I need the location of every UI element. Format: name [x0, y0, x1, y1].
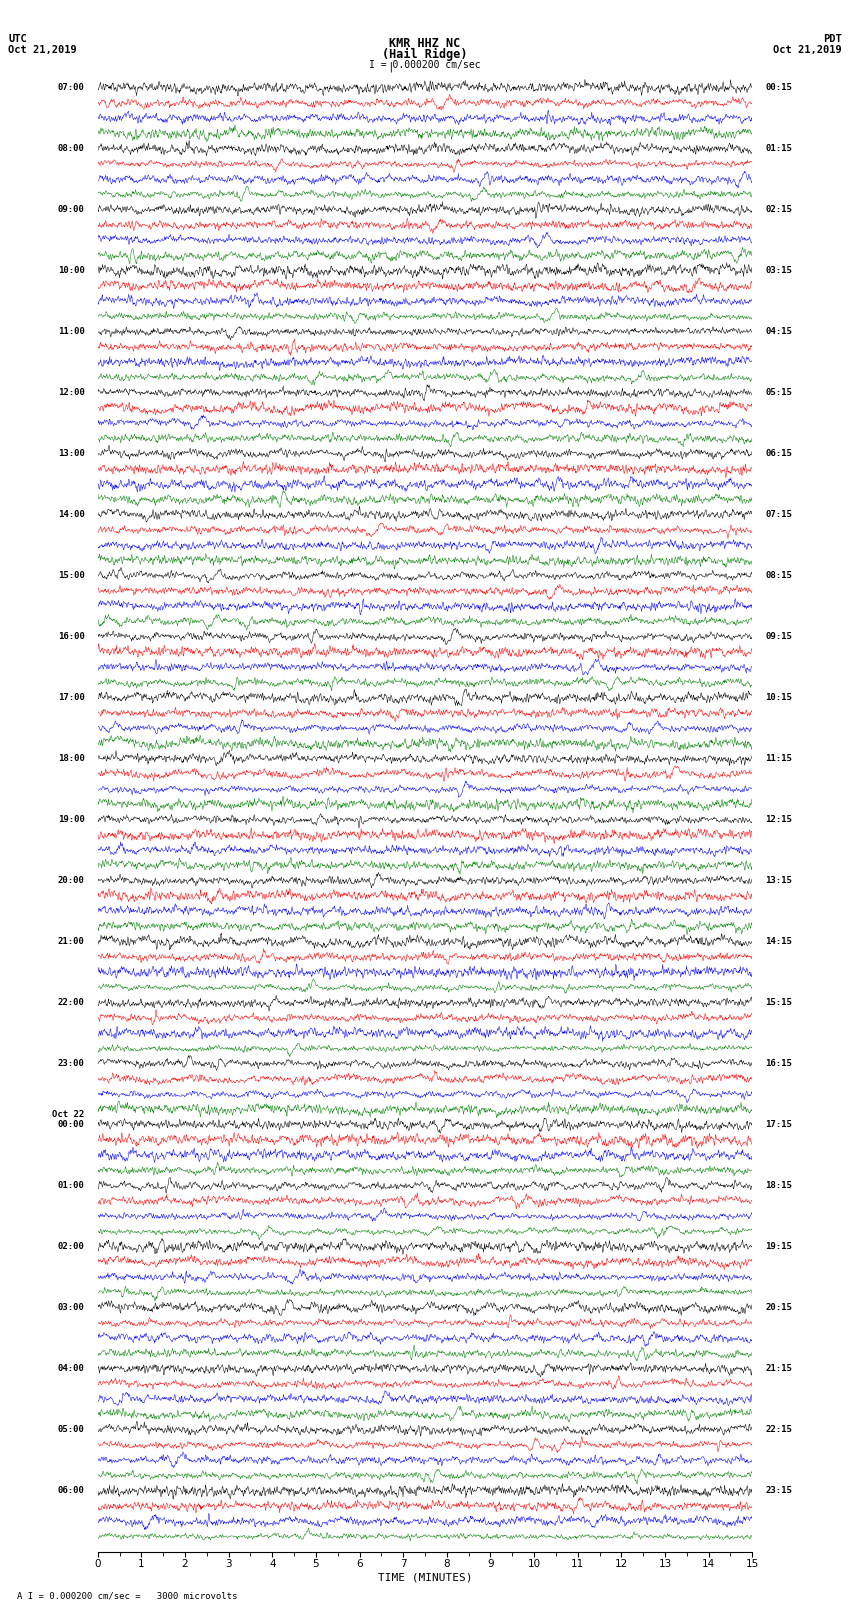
Text: 06:15: 06:15 — [765, 450, 792, 458]
Text: 01:15: 01:15 — [765, 144, 792, 153]
Text: 18:15: 18:15 — [765, 1181, 792, 1190]
Text: 09:15: 09:15 — [765, 632, 792, 642]
Text: 02:15: 02:15 — [765, 205, 792, 215]
Text: 22:00: 22:00 — [58, 998, 85, 1007]
Text: 12:15: 12:15 — [765, 815, 792, 824]
Text: 19:15: 19:15 — [765, 1242, 792, 1252]
Text: 11:15: 11:15 — [765, 755, 792, 763]
Text: 12:00: 12:00 — [58, 389, 85, 397]
Text: 19:00: 19:00 — [58, 815, 85, 824]
Text: 21:15: 21:15 — [765, 1365, 792, 1373]
Text: 09:00: 09:00 — [58, 205, 85, 215]
Text: 18:00: 18:00 — [58, 755, 85, 763]
Text: 15:00: 15:00 — [58, 571, 85, 581]
Text: 07:00: 07:00 — [58, 84, 85, 92]
Text: Oct 21,2019: Oct 21,2019 — [8, 45, 77, 55]
Text: 17:15: 17:15 — [765, 1121, 792, 1129]
Text: |: | — [388, 61, 394, 73]
Text: 17:00: 17:00 — [58, 694, 85, 702]
Text: Oct 21,2019: Oct 21,2019 — [773, 45, 842, 55]
Text: 04:00: 04:00 — [58, 1365, 85, 1373]
Text: KMR HHZ NC: KMR HHZ NC — [389, 37, 461, 50]
Text: 03:00: 03:00 — [58, 1303, 85, 1313]
X-axis label: TIME (MINUTES): TIME (MINUTES) — [377, 1573, 473, 1582]
Text: 14:00: 14:00 — [58, 510, 85, 519]
Text: 15:15: 15:15 — [765, 998, 792, 1007]
Text: 00:15: 00:15 — [765, 84, 792, 92]
Text: I = 0.000200 cm/sec: I = 0.000200 cm/sec — [369, 60, 481, 69]
Text: 06:00: 06:00 — [58, 1486, 85, 1495]
Text: 20:00: 20:00 — [58, 876, 85, 886]
Text: 08:15: 08:15 — [765, 571, 792, 581]
Text: 22:15: 22:15 — [765, 1426, 792, 1434]
Text: 04:15: 04:15 — [765, 327, 792, 337]
Text: 16:15: 16:15 — [765, 1060, 792, 1068]
Text: 01:00: 01:00 — [58, 1181, 85, 1190]
Text: 14:15: 14:15 — [765, 937, 792, 947]
Text: 23:15: 23:15 — [765, 1486, 792, 1495]
Text: 05:15: 05:15 — [765, 389, 792, 397]
Text: 10:00: 10:00 — [58, 266, 85, 276]
Text: 23:00: 23:00 — [58, 1060, 85, 1068]
Text: (Hail Ridge): (Hail Ridge) — [382, 48, 468, 61]
Text: 13:15: 13:15 — [765, 876, 792, 886]
Text: 00:00: 00:00 — [58, 1121, 85, 1129]
Text: A I = 0.000200 cm/sec =   3000 microvolts: A I = 0.000200 cm/sec = 3000 microvolts — [17, 1590, 237, 1600]
Text: 02:00: 02:00 — [58, 1242, 85, 1252]
Text: 20:15: 20:15 — [765, 1303, 792, 1313]
Text: 10:15: 10:15 — [765, 694, 792, 702]
Text: 05:00: 05:00 — [58, 1426, 85, 1434]
Text: UTC: UTC — [8, 34, 27, 44]
Text: 07:15: 07:15 — [765, 510, 792, 519]
Text: 21:00: 21:00 — [58, 937, 85, 947]
Text: PDT: PDT — [823, 34, 842, 44]
Text: 13:00: 13:00 — [58, 450, 85, 458]
Text: Oct 22: Oct 22 — [53, 1110, 85, 1118]
Text: 08:00: 08:00 — [58, 144, 85, 153]
Text: 03:15: 03:15 — [765, 266, 792, 276]
Text: 16:00: 16:00 — [58, 632, 85, 642]
Text: 11:00: 11:00 — [58, 327, 85, 337]
